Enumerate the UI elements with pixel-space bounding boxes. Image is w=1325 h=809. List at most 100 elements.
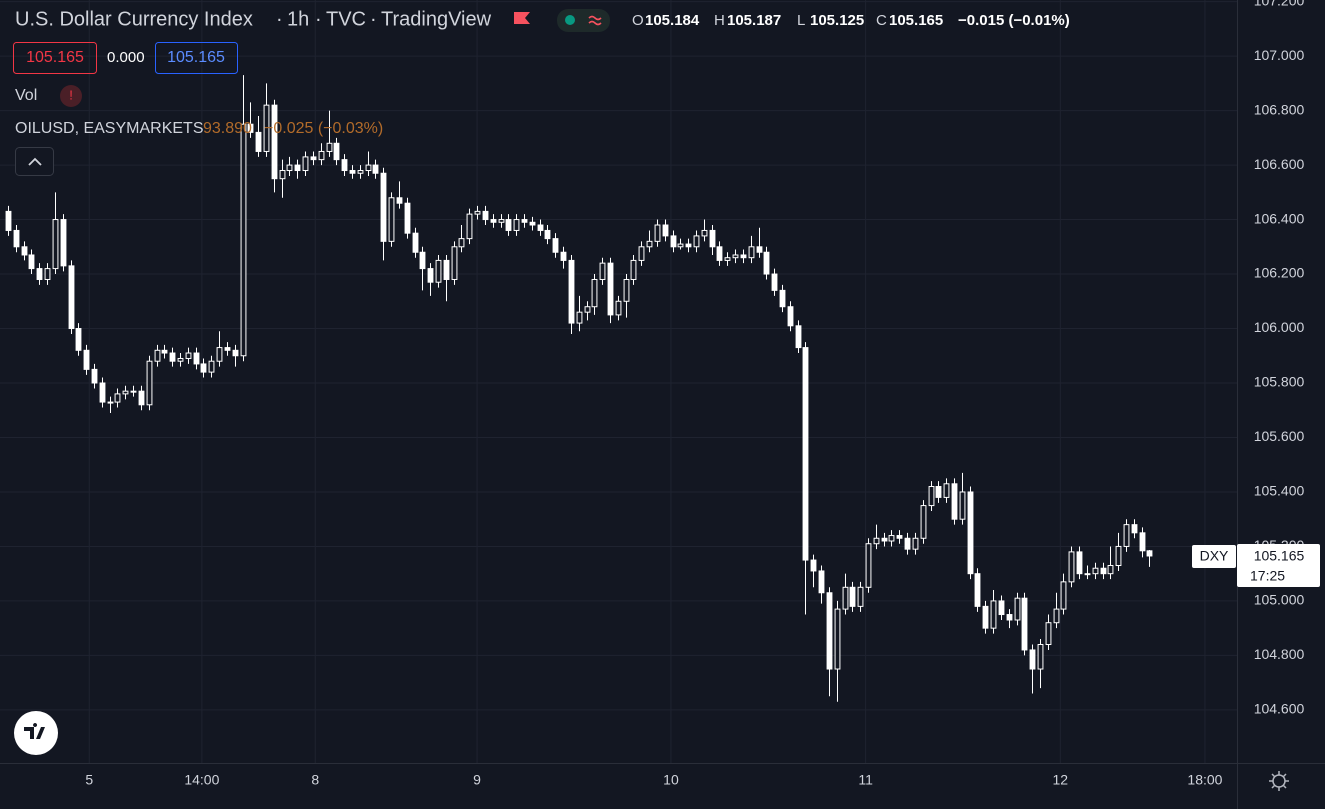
candle-body: [505, 219, 512, 231]
candle-body: [943, 483, 950, 498]
candle-body: [513, 219, 520, 231]
interval: 1h: [287, 8, 309, 30]
candle-body: [146, 360, 153, 406]
candle-body: [560, 251, 567, 261]
candle-body: [904, 537, 911, 550]
bid-price: 105.165: [26, 49, 84, 66]
x-tick-label: 11: [858, 772, 873, 788]
last-price-symbol: DXY: [1200, 548, 1229, 564]
separator: ·: [370, 8, 377, 30]
candle-body: [693, 235, 700, 248]
candle-body: [646, 240, 653, 248]
candle-body: [130, 390, 137, 393]
candle-body: [873, 537, 880, 545]
candle-body: [255, 131, 262, 152]
y-tick-label: 107.000: [1254, 47, 1305, 63]
candle-body: [365, 164, 372, 172]
candles: [5, 75, 1153, 702]
candle-body: [224, 347, 231, 351]
ohlc-legend: O 105.184 H 105.187 L 105.125 C 105.165 −0.015 (…: [632, 12, 1070, 29]
candle-body: [349, 170, 356, 174]
y-tick-label: 106.000: [1254, 319, 1305, 335]
y-tick-label: 107.200: [1254, 0, 1305, 8]
candle-body: [544, 229, 551, 240]
last-price-value: 105.165: [1254, 548, 1305, 564]
symbol-name: U.S. Dollar Currency Index: [15, 8, 253, 30]
candle-body: [849, 586, 856, 607]
candle-body: [36, 268, 43, 280]
candle-body: [490, 219, 497, 223]
x-tick-label: 12: [1053, 772, 1069, 788]
candle-body: [670, 235, 677, 248]
settings-icon[interactable]: [1269, 771, 1289, 791]
ohlc-value: 105.184: [645, 12, 700, 29]
grid: [0, 0, 1237, 763]
candle-body: [357, 170, 364, 174]
ohlc-value: 105.187: [727, 12, 781, 29]
candle-body: [591, 278, 598, 308]
x-tick-label: 8: [311, 772, 319, 788]
candle-body: [1139, 532, 1146, 552]
candle-body: [576, 311, 583, 324]
collapse-icon: [28, 157, 42, 166]
candle-body: [638, 246, 645, 261]
y-tick-label: 105.800: [1254, 374, 1305, 390]
candle-body: [466, 213, 473, 240]
ask-badge-border[interactable]: [155, 42, 238, 74]
bid-badge-border[interactable]: [13, 42, 97, 74]
market-open-dot: [565, 15, 575, 25]
candle-body: [380, 172, 387, 242]
candle-body: [1076, 551, 1083, 575]
candle-body: [881, 537, 888, 542]
candle-body: [240, 123, 247, 357]
candle-body: [998, 600, 1005, 616]
candle-body: [935, 486, 942, 498]
market-status-pill[interactable]: [557, 9, 610, 32]
volume-warning[interactable]: [60, 85, 82, 107]
candle-body: [458, 238, 465, 248]
separator: ·: [276, 8, 283, 30]
flag-icon[interactable]: [514, 12, 530, 24]
candle-body: [990, 600, 997, 629]
ohlc-value: 105.125: [810, 12, 864, 29]
candle-body: [716, 246, 723, 261]
candle-body: [1060, 581, 1067, 610]
candle-body: [5, 210, 12, 231]
candle-body: [662, 224, 669, 237]
x-tick-label: 5: [85, 772, 93, 788]
candle-body: [748, 246, 755, 259]
candle-body: [1123, 524, 1130, 547]
x-tick-label: 10: [663, 772, 679, 788]
candle-body: [1131, 524, 1138, 534]
candle-body: [1115, 545, 1122, 567]
collapse-button[interactable]: [15, 147, 54, 176]
candle-body: [967, 491, 974, 575]
candle-body: [834, 608, 841, 670]
candle-body: [1006, 614, 1013, 621]
candle-body: [740, 254, 747, 259]
tradingview-logo[interactable]: [14, 711, 58, 755]
candle-body: [21, 246, 28, 256]
candle-body: [842, 586, 849, 610]
candle-body: [1029, 649, 1036, 670]
ask-price: 105.165: [167, 49, 225, 66]
y-tick-label: 106.800: [1254, 101, 1305, 117]
candle-body: [318, 150, 325, 161]
volume-label: Vol: [15, 87, 37, 104]
candle-body: [568, 259, 575, 324]
candle-body: [138, 390, 145, 406]
candle-body: [1014, 597, 1021, 621]
exchange: TVC: [326, 8, 366, 30]
candle-body: [482, 210, 489, 221]
ohlc-key: O: [632, 12, 644, 29]
candle-body: [1021, 597, 1028, 651]
candle-body: [1045, 622, 1052, 646]
candle-body: [154, 349, 161, 362]
candle-body: [412, 232, 419, 253]
candle-body: [857, 586, 864, 607]
candle-body: [114, 393, 121, 403]
indicator-change: −0.025 (−0.03%): [264, 120, 383, 137]
candle-body: [615, 300, 622, 316]
candle-body: [232, 349, 239, 357]
